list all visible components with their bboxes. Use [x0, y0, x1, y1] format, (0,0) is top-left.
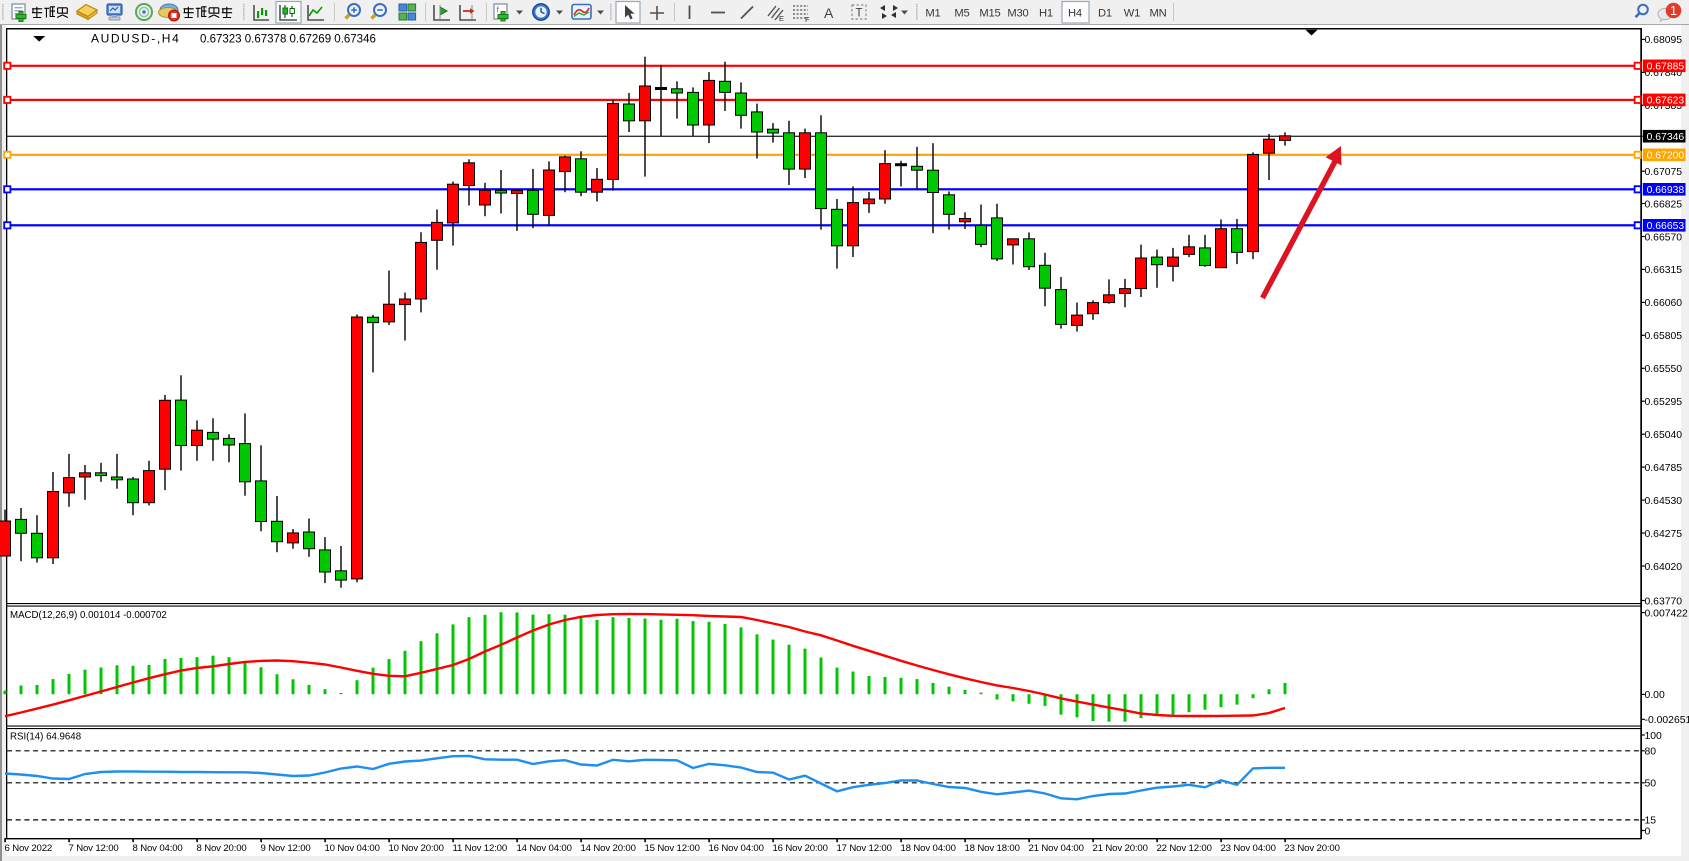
svg-text:1: 1 [1670, 4, 1677, 18]
svg-text:0.64020: 0.64020 [1645, 562, 1683, 573]
svg-text:18 Nov 04:00: 18 Nov 04:00 [901, 843, 956, 854]
svg-text:17 Nov 12:00: 17 Nov 12:00 [837, 843, 892, 854]
svg-text:7 Nov 12:00: 7 Nov 12:00 [69, 843, 119, 854]
svg-text:M15: M15 [979, 8, 1000, 20]
svg-text:0.64275: 0.64275 [1645, 529, 1683, 540]
svg-text:0.67346: 0.67346 [1647, 132, 1685, 143]
svg-text:M30: M30 [1007, 8, 1028, 20]
svg-text:23 Nov 20:00: 23 Nov 20:00 [1285, 843, 1340, 854]
svg-text:0.007422: 0.007422 [1645, 608, 1689, 619]
svg-text:21 Nov 04:00: 21 Nov 04:00 [1029, 843, 1084, 854]
svg-text:16 Nov 04:00: 16 Nov 04:00 [709, 843, 764, 854]
svg-text:H4: H4 [1068, 8, 1082, 20]
svg-text:M1: M1 [925, 8, 940, 20]
svg-text:0.65550: 0.65550 [1645, 364, 1683, 375]
svg-text:15 Nov 12:00: 15 Nov 12:00 [645, 843, 700, 854]
svg-text:0: 0 [1645, 826, 1651, 837]
svg-text:W1: W1 [1124, 8, 1140, 20]
svg-text:0.00: 0.00 [1645, 690, 1665, 701]
svg-text:RSI(14) 64.9648: RSI(14) 64.9648 [10, 731, 81, 742]
svg-text:A: A [824, 5, 834, 21]
svg-text:80: 80 [1645, 747, 1657, 758]
svg-text:15: 15 [1645, 816, 1657, 827]
svg-text:0.66315: 0.66315 [1645, 265, 1683, 276]
svg-text:F: F [805, 15, 810, 24]
svg-text:MACD(12,26,9) 0.001014 -0.0007: MACD(12,26,9) 0.001014 -0.000702 [10, 610, 167, 621]
svg-text:0.63770: 0.63770 [1645, 596, 1683, 607]
svg-text:8 Nov 20:00: 8 Nov 20:00 [197, 843, 247, 854]
svg-text:0.67585: 0.67585 [1645, 101, 1683, 112]
svg-text:H1: H1 [1039, 8, 1053, 20]
svg-text:0.66570: 0.66570 [1645, 232, 1683, 243]
svg-text:0.67885: 0.67885 [1647, 62, 1685, 73]
svg-text:0.67075: 0.67075 [1645, 167, 1683, 178]
svg-text:10 Nov 04:00: 10 Nov 04:00 [325, 843, 380, 854]
svg-text:0.67623: 0.67623 [1647, 96, 1685, 107]
svg-text:14 Nov 20:00: 14 Nov 20:00 [581, 843, 636, 854]
svg-text:0.65040: 0.65040 [1645, 430, 1683, 441]
svg-text:0.67200: 0.67200 [1647, 151, 1685, 162]
svg-text:T: T [856, 8, 863, 20]
svg-text:0.64530: 0.64530 [1645, 496, 1683, 507]
svg-text:0.65805: 0.65805 [1645, 331, 1683, 342]
svg-text:E: E [779, 14, 784, 23]
svg-text:0.64785: 0.64785 [1645, 463, 1683, 474]
svg-text:0.66938: 0.66938 [1647, 185, 1685, 196]
svg-text:11 Nov 12:00: 11 Nov 12:00 [453, 843, 508, 854]
svg-text:9 Nov 12:00: 9 Nov 12:00 [261, 843, 311, 854]
svg-text:16 Nov 20:00: 16 Nov 20:00 [773, 843, 828, 854]
svg-text:0.67323 0.67378 0.67269 0.6734: 0.67323 0.67378 0.67269 0.67346 [200, 33, 376, 45]
svg-text:0.68095: 0.68095 [1645, 35, 1683, 46]
svg-text:8 Nov 04:00: 8 Nov 04:00 [133, 843, 183, 854]
svg-text:f: f [497, 6, 500, 15]
svg-text:6 Nov 2022: 6 Nov 2022 [5, 843, 53, 854]
svg-text:0.66653: 0.66653 [1647, 221, 1685, 232]
svg-text:0.67840: 0.67840 [1645, 68, 1683, 79]
svg-text:21 Nov 20:00: 21 Nov 20:00 [1093, 843, 1148, 854]
svg-text:14 Nov 04:00: 14 Nov 04:00 [517, 843, 572, 854]
svg-text:0.65295: 0.65295 [1645, 397, 1683, 408]
svg-text:50: 50 [1645, 779, 1657, 790]
svg-text:23 Nov 04:00: 23 Nov 04:00 [1221, 843, 1276, 854]
svg-text:MN: MN [1150, 8, 1167, 20]
svg-text:D1: D1 [1098, 8, 1112, 20]
svg-text:M5: M5 [954, 8, 969, 20]
svg-text:18 Nov 18:00: 18 Nov 18:00 [965, 843, 1020, 854]
svg-text:AUDUSD-,H4: AUDUSD-,H4 [91, 31, 180, 45]
svg-text:100: 100 [1645, 731, 1663, 742]
svg-text:-0.002651: -0.002651 [1645, 715, 1689, 726]
svg-text:0.66060: 0.66060 [1645, 298, 1683, 309]
svg-text:10 Nov 20:00: 10 Nov 20:00 [389, 843, 444, 854]
svg-text:22 Nov 12:00: 22 Nov 12:00 [1157, 843, 1212, 854]
svg-text:0.66825: 0.66825 [1645, 199, 1683, 210]
